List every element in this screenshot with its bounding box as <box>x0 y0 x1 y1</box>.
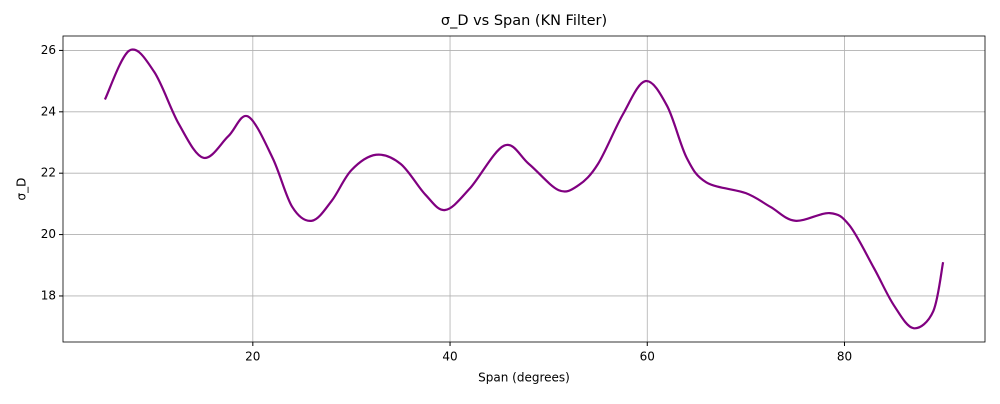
y-tick-label: 22 <box>41 166 56 180</box>
y-tick-label: 20 <box>41 227 56 241</box>
x-tick-label: 20 <box>245 350 260 364</box>
x-tick-label: 40 <box>442 350 457 364</box>
plot-frame <box>62 35 986 343</box>
x-tick-label: 80 <box>837 350 852 364</box>
chart-title: σ_D vs Span (KN Filter) <box>441 13 607 29</box>
data-line <box>103 48 945 330</box>
y-axis-label: σ_D <box>15 178 29 201</box>
y-tick-label: 18 <box>41 288 56 302</box>
y-tick-label: 26 <box>41 43 56 57</box>
y-tick-label: 24 <box>41 104 56 118</box>
x-tick-label: 60 <box>640 350 655 364</box>
x-axis-label: Span (degrees) <box>478 371 570 385</box>
